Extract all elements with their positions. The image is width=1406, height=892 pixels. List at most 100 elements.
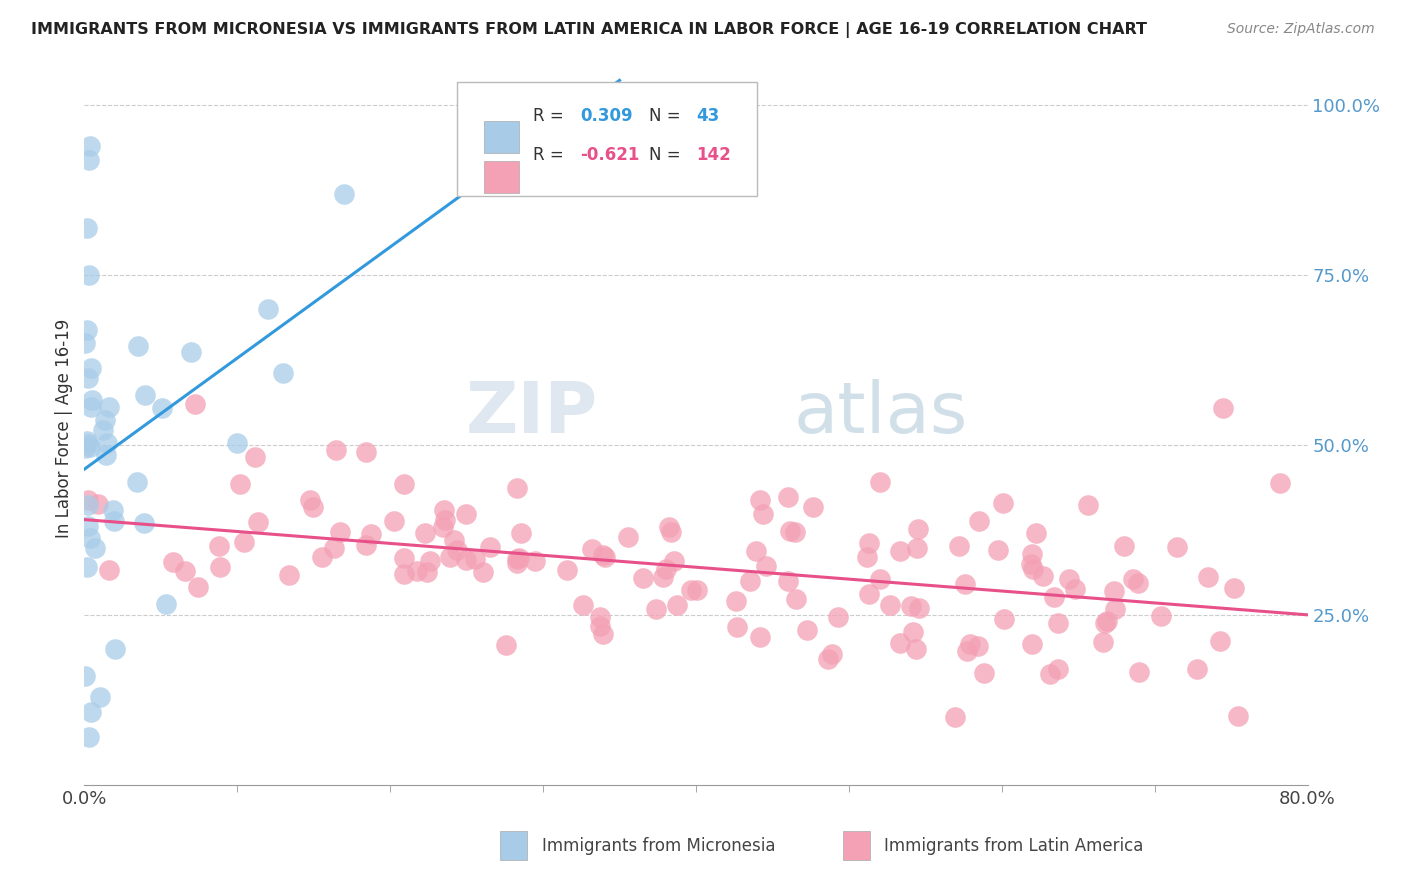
Point <box>183 397 205 411</box>
Point <box>101 502 124 516</box>
Point <box>889 636 911 650</box>
Point <box>858 536 880 550</box>
Point <box>77 371 100 385</box>
Point <box>1021 637 1043 651</box>
Point <box>948 540 970 554</box>
Point <box>76 560 98 574</box>
Point <box>827 609 849 624</box>
Point <box>73 336 96 351</box>
Point <box>478 540 501 554</box>
Point <box>76 323 98 337</box>
Point <box>524 554 547 568</box>
Text: -0.621: -0.621 <box>579 146 640 164</box>
FancyBboxPatch shape <box>501 831 527 860</box>
Point <box>588 619 610 633</box>
Point <box>1032 568 1054 582</box>
Point <box>1212 401 1234 415</box>
Point <box>505 551 527 566</box>
Point <box>162 555 184 569</box>
Text: ZIP: ZIP <box>465 379 598 449</box>
Point <box>1092 635 1115 649</box>
Point <box>652 570 675 584</box>
Point <box>783 524 806 539</box>
Point <box>356 444 378 458</box>
Point <box>207 540 229 554</box>
Point <box>987 543 1010 558</box>
Point <box>79 440 101 454</box>
Point <box>187 581 209 595</box>
Point <box>456 508 478 522</box>
Point <box>1122 572 1144 586</box>
Point <box>738 574 761 589</box>
Point <box>79 531 101 545</box>
Point <box>127 475 149 490</box>
Point <box>1077 498 1099 512</box>
Point <box>907 522 929 536</box>
Point <box>299 493 322 508</box>
Text: N =: N = <box>650 107 686 125</box>
Point <box>1025 526 1047 541</box>
Point <box>245 450 267 464</box>
Point <box>631 571 654 585</box>
Point <box>229 476 252 491</box>
Point <box>991 495 1014 509</box>
Point <box>439 550 461 565</box>
Point <box>967 514 990 528</box>
Text: R =: R = <box>533 107 569 125</box>
Point <box>406 564 429 578</box>
Point <box>907 541 929 556</box>
Point <box>180 344 202 359</box>
Point <box>96 436 118 450</box>
Point <box>510 525 533 540</box>
Point <box>464 552 486 566</box>
Point <box>77 498 100 512</box>
Point <box>446 542 468 557</box>
Point <box>869 572 891 586</box>
Point <box>76 493 98 508</box>
Point <box>73 441 96 455</box>
Point <box>1102 584 1125 599</box>
Text: N =: N = <box>650 146 686 164</box>
Point <box>98 400 121 414</box>
Point <box>1223 581 1246 595</box>
Point <box>208 559 231 574</box>
Point <box>311 550 333 565</box>
Point <box>589 610 612 624</box>
Point <box>779 524 801 538</box>
Point <box>80 705 103 719</box>
Point <box>617 529 640 543</box>
Point <box>776 490 799 504</box>
Y-axis label: In Labor Force | Age 16-19: In Labor Force | Age 16-19 <box>55 318 73 538</box>
Text: IMMIGRANTS FROM MICRONESIA VS IMMIGRANTS FROM LATIN AMERICA IN LABOR FORCE | AGE: IMMIGRANTS FROM MICRONESIA VS IMMIGRANTS… <box>31 22 1147 38</box>
Point <box>665 599 688 613</box>
Point <box>443 533 465 547</box>
Point <box>645 602 668 616</box>
Point <box>278 568 301 582</box>
Point <box>967 639 990 653</box>
Point <box>232 534 254 549</box>
Point <box>658 520 681 534</box>
Point <box>749 630 772 644</box>
Point <box>247 515 270 529</box>
FancyBboxPatch shape <box>484 121 519 153</box>
Point <box>725 620 748 634</box>
Point <box>333 187 356 202</box>
Point <box>581 542 603 557</box>
Point <box>76 519 98 533</box>
Point <box>392 566 415 581</box>
Point <box>98 563 121 577</box>
Point <box>79 360 101 375</box>
Point <box>1021 547 1043 561</box>
Point <box>1047 662 1070 676</box>
Point <box>472 565 495 579</box>
Point <box>1057 573 1080 587</box>
Point <box>1128 665 1150 680</box>
Point <box>959 637 981 651</box>
Point <box>77 731 100 745</box>
Point <box>993 612 1015 626</box>
Point <box>686 583 709 598</box>
Point <box>76 220 98 235</box>
FancyBboxPatch shape <box>457 82 758 196</box>
Text: Source: ZipAtlas.com: Source: ZipAtlas.com <box>1227 22 1375 37</box>
Point <box>748 492 770 507</box>
